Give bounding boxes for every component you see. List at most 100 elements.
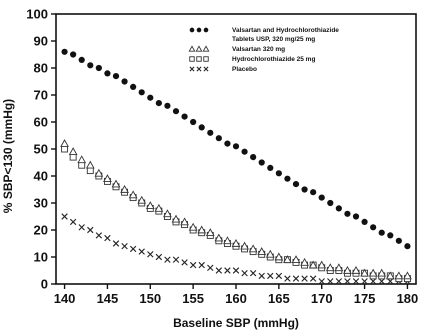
legend-marker-cross [196,66,202,72]
legend-label: Valsartan 320 mg [232,46,285,53]
data-point-cross [129,245,137,253]
data-point-triangle [257,247,267,255]
data-point-dot [181,113,188,120]
series-triangle [60,139,412,280]
data-point-dot [335,205,342,212]
series-layer [60,48,412,285]
data-point-dot [138,89,145,96]
data-point-dot [215,135,222,142]
data-point-triangle [343,265,352,274]
data-point-dot [327,199,334,207]
data-point-cross [215,267,223,274]
data-point-cross [387,278,394,285]
data-point-dot [241,148,248,155]
data-point-triangle [394,271,404,280]
data-point-cross [344,278,351,285]
legend-entry: Hydrochlorothiazide 25 mg [189,56,315,63]
data-point-cross [284,275,291,282]
x-tick-label: 165 [268,291,290,306]
data-point-cross [164,256,171,263]
data-point-cross [258,272,265,280]
legend-marker-triangle [202,45,210,52]
data-point-dot [387,232,394,239]
data-point-triangle [103,174,112,183]
data-point-cross [301,275,308,282]
data-point-cross [369,278,377,285]
x-tick-label: 150 [139,291,161,306]
data-point-dot [61,48,68,55]
data-point-dot [258,159,265,166]
data-point-dot [147,94,154,101]
data-point-dot [232,143,240,150]
y-tick-label: 50 [34,142,48,157]
data-point-triangle [154,203,164,212]
data-point-dot [155,100,162,107]
x-axis-title: Baseline SBP (mmHg) [173,316,299,330]
data-point-triangle [120,184,129,193]
data-point-dot [250,154,257,161]
legend-marker-triangle [195,45,203,52]
y-tick-label: 0 [41,277,48,292]
legend-marker-dot [196,27,202,33]
data-point-dot [318,194,325,201]
data-point-cross [267,272,274,280]
data-point-cross [61,213,68,220]
data-point-dot [87,62,94,69]
axes-layer: 0 10 20 30 40 50 60 70 80 90 100 140 145 150 155 160 165… [26,7,418,307]
data-point-dot [284,175,291,182]
data-point-cross [121,243,128,250]
data-point-triangle [300,257,309,266]
data-point-triangle [223,236,232,245]
data-point-cross [78,224,85,231]
series-square [61,145,411,283]
y-tick-label: 60 [34,115,48,130]
series-dot [61,48,411,250]
data-point-dot [95,64,102,72]
data-point-triangle [68,147,78,156]
data-point-triangle [94,168,104,177]
data-point-cross [181,259,188,266]
data-point-cross [95,232,103,239]
data-point-triangle [240,241,249,250]
legend-label: Hydrochlorothiazide 25 mg [232,56,315,63]
data-point-cross [232,267,240,274]
data-point-cross [378,278,385,285]
data-point-cross [147,251,154,258]
data-point-dot [395,237,402,244]
y-tick-label: 70 [34,88,48,103]
data-point-dot [78,56,85,64]
y-tick-label: 20 [34,223,48,238]
data-point-dot [172,108,180,115]
data-point-dot [70,51,77,58]
data-point-cross [361,278,368,285]
data-point-dot [310,189,317,196]
data-point-cross [318,278,325,285]
legend: Valsartan and Hydrochlorothiazide Tablets… [188,27,339,73]
data-point-triangle [291,255,301,264]
y-tick-label: 80 [34,61,48,76]
legend-marker-cross [189,66,195,72]
legend-label: Valsartan and Hydrochlorothiazide [232,27,339,34]
data-point-triangle [360,268,369,277]
data-point-dot [104,70,111,77]
data-point-triangle [377,268,387,277]
data-point-dot [130,83,137,90]
data-point-triangle [137,195,147,204]
data-point-dot [198,124,205,131]
x-tick-label: 175 [354,291,376,306]
data-point-triangle [351,265,361,274]
legend-entry: Placebo [189,66,257,73]
data-point-cross [327,278,334,285]
legend-label: Placebo [232,66,257,73]
data-point-triangle [128,190,138,199]
y-tick-label: 100 [26,7,48,22]
y-tick-label: 40 [34,169,48,184]
data-point-cross [335,278,343,285]
data-point-dot [275,170,282,177]
data-point-dot [301,186,308,193]
data-point-dot [292,181,300,188]
data-point-triangle [317,260,327,269]
data-point-triangle [231,238,241,247]
data-point-cross [249,270,257,277]
